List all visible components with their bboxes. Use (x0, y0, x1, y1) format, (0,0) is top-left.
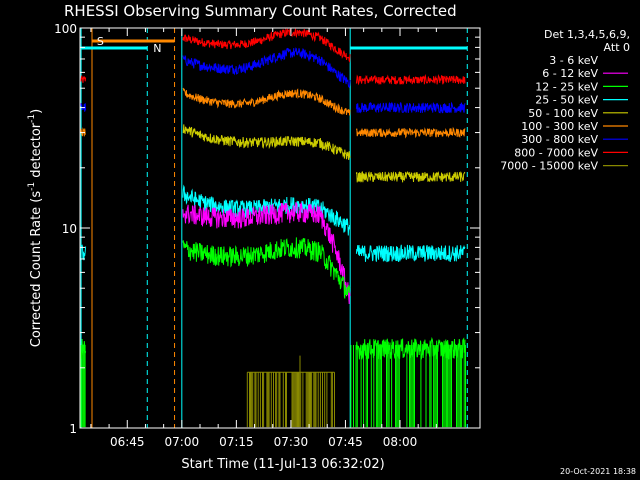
x-axis-ticks: 06:45 07:00 07:15 07:30 07:45 08:00 (90, 28, 437, 449)
trace-orange (79, 127, 87, 137)
legend-label: 12 - 25 keV (535, 80, 598, 93)
trace-blue (355, 101, 466, 114)
legend-label: 100 - 300 keV (521, 120, 598, 133)
trace-orange (355, 126, 466, 139)
y-axis-label-sup2: -1 (27, 114, 37, 123)
legend-label: 3 - 6 keV (549, 54, 598, 67)
trace-cyan (182, 184, 351, 236)
x-axis-label: Start Time (11-Jul-13 06:32:02) (181, 457, 384, 472)
legend-header-attenuator: Att 0 (604, 41, 630, 54)
flag-marker-label: S (97, 35, 104, 48)
y-axis-label-main: Corrected Count Rate (s (29, 191, 44, 348)
x-tick-label: 07:00 (165, 435, 200, 449)
x-tick-label: 07:15 (219, 435, 254, 449)
y-axis-label-end: ) (29, 109, 44, 114)
legend-label: 25 - 50 keV (535, 94, 598, 107)
trace-cyan (355, 244, 466, 263)
trace-yellow (355, 170, 466, 183)
x-tick-label: 07:30 (274, 435, 309, 449)
chart-title: RHESSI Observing Summary Count Rates, Co… (64, 2, 457, 20)
y-axis-label: Corrected Count Rate (s-1 detector-1) (27, 109, 44, 347)
x-tick-label: 08:00 (383, 435, 418, 449)
x-tick-label: 06:45 (110, 435, 145, 449)
svg-text:Corrected Count Rate (s-1 dete: Corrected Count Rate (s-1 detector-1) (27, 109, 44, 347)
trace-3-6kev (183, 277, 350, 331)
trace-orange (182, 87, 351, 116)
y-tick-label: 100 (54, 22, 77, 36)
trace-red (182, 27, 351, 63)
trace-green (182, 237, 351, 299)
y-tick-label: 1 (69, 422, 77, 436)
legend-label: 300 - 800 keV (521, 133, 598, 146)
y-axis-ticks: 1 10 100 (54, 22, 480, 436)
y-axis-label-sup1: -1 (27, 182, 37, 191)
trace-red (79, 75, 87, 83)
trace-red (355, 74, 466, 86)
y-tick-label: 10 (62, 222, 77, 236)
trace-yellow (182, 124, 351, 160)
legend-label: 50 - 100 keV (528, 107, 598, 120)
trace-blue (79, 102, 87, 112)
flag-marker-label: N (153, 42, 161, 55)
footer-timestamp: 20-Oct-2021 18:38 (560, 467, 636, 476)
trace-blue (182, 47, 351, 89)
y-axis-label-mid: detector (29, 122, 44, 182)
plot-content: SN (79, 27, 468, 428)
legend-label: 800 - 7000 keV (514, 146, 598, 159)
legend-label: 6 - 12 keV (542, 67, 598, 80)
trace-magenta (182, 202, 351, 305)
x-tick-label: 07:45 (328, 435, 363, 449)
legend-label: 7000 - 15000 keV (500, 160, 598, 173)
legend-header-detectors: Det 1,3,4,5,6,9, (544, 28, 630, 41)
